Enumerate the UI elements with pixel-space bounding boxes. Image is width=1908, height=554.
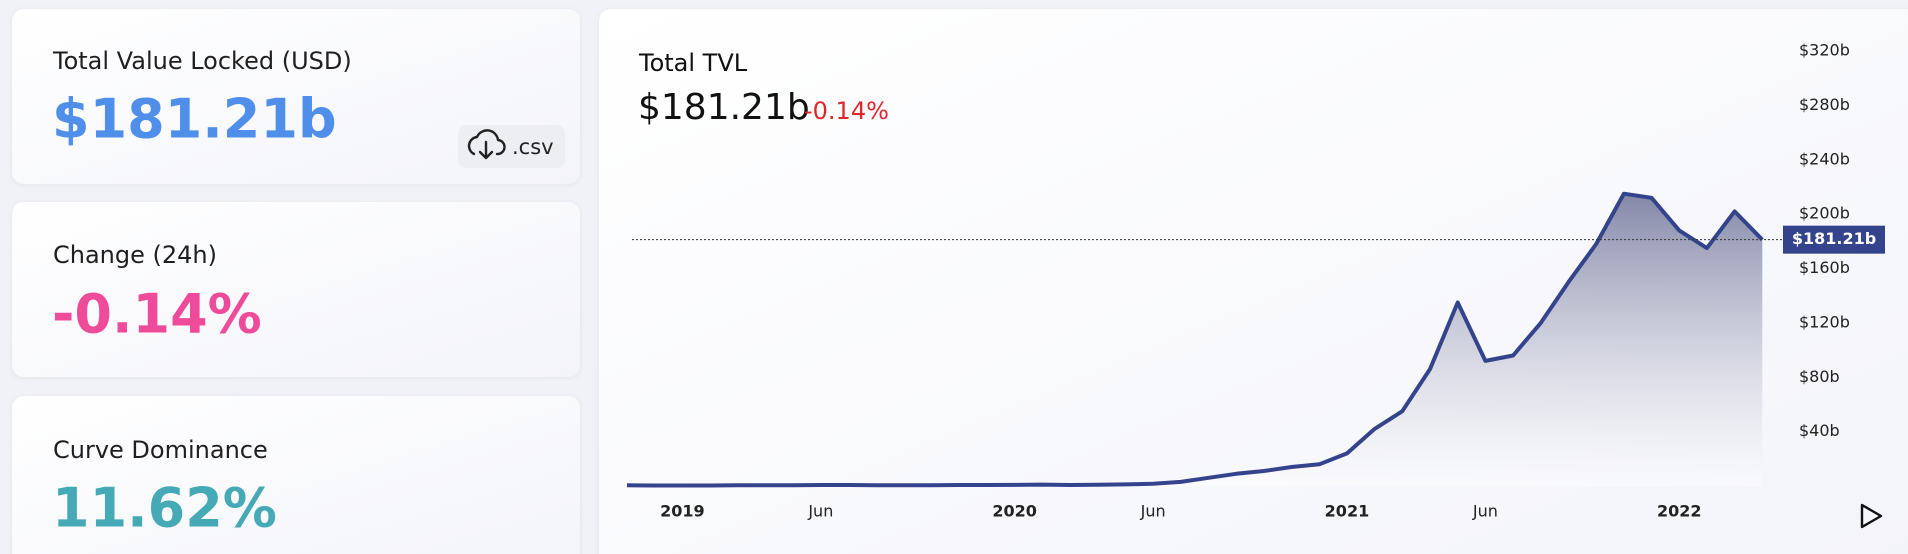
area-fill (627, 193, 1763, 486)
y-tick-label: $280b (1799, 95, 1850, 114)
button-label[interactable]: .csv (512, 135, 554, 159)
download-icon[interactable] (467, 129, 506, 160)
chart-value: $181.21b (638, 87, 810, 128)
card (12, 396, 580, 554)
card-label: Curve Dominance (53, 436, 268, 464)
card-value: -0.14% (52, 283, 262, 346)
play-button[interactable] (1860, 503, 1883, 529)
reference-label: $181.21b (1792, 229, 1876, 248)
y-tick-label: $160b (1799, 258, 1850, 277)
y-tick-label: $80b (1799, 367, 1840, 386)
x-tick-label: Jun (807, 502, 833, 521)
card (12, 9, 580, 184)
chart-title: Total TVL (638, 49, 748, 77)
card (12, 202, 580, 377)
card-label: Total Value Locked (USD) (52, 47, 352, 75)
x-tick-label: 2022 (1657, 502, 1702, 521)
y-tick-label: $240b (1799, 149, 1850, 168)
reference-tag (1783, 225, 1885, 254)
card-value: $181.21b (52, 88, 337, 151)
y-tick-label: $200b (1799, 204, 1850, 223)
line (626, 191, 1764, 488)
y-tick-label: $320b (1799, 41, 1850, 60)
y-tick-label: $120b (1799, 312, 1850, 331)
y-tick-label: $40b (1799, 421, 1840, 440)
x-tick-label: Jun (1472, 502, 1498, 521)
x-tick-label: 2020 (992, 502, 1037, 521)
x-tick-label: Jun (1140, 502, 1166, 521)
x-tick-label: 2019 (660, 502, 705, 521)
card-label: Change (24h) (53, 241, 217, 269)
card-value: 11.62% (52, 477, 277, 540)
csv-button[interactable]: .csv (458, 125, 565, 168)
chart-change: -0.14% (804, 97, 889, 125)
x-tick-label: 2021 (1325, 502, 1370, 521)
